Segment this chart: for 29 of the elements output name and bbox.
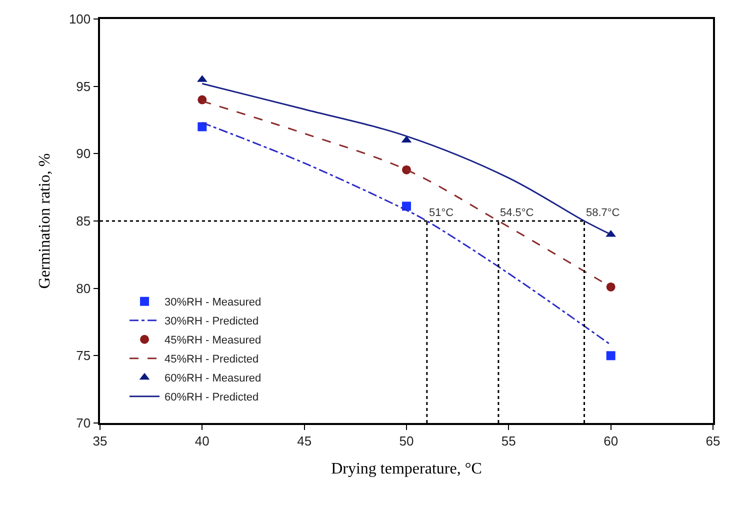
x-tick-label: 65: [706, 433, 720, 448]
ref-line-label: 51°C: [429, 207, 454, 219]
point: [606, 351, 616, 360]
y-tick-label: 75: [76, 348, 91, 364]
x-tick-label: 40: [194, 433, 210, 448]
x-tick-label: 55: [501, 433, 516, 448]
y-axis-title: Germination ratio, %: [36, 153, 54, 289]
x-tick-label: 35: [92, 433, 108, 448]
point: [402, 202, 411, 211]
legend-label: 45%RH - Measured: [164, 334, 262, 347]
y-tick-label: 100: [68, 12, 91, 27]
legend-label: 30%RH - Predicted: [164, 316, 259, 328]
ref-line-label: 54.5°C: [500, 207, 534, 219]
legend-label: 45%RH - Predicted: [164, 354, 259, 366]
ref-line-label: 58.7°C: [586, 207, 620, 219]
y-tick-label: 85: [76, 214, 91, 229]
point: [198, 122, 207, 132]
legend-label: 60%RH - Predicted: [164, 392, 259, 404]
x-tick-label: 60: [604, 433, 618, 448]
x-tick-label: 50: [399, 433, 414, 448]
legend-label: 60%RH - Measured: [164, 372, 262, 385]
legend-label: 30%RH - Measured: [164, 296, 262, 309]
y-tick-label: 95: [76, 78, 91, 94]
y-tick-label: 70: [76, 416, 91, 431]
x-axis-title: Drying temperature, °C: [331, 460, 482, 478]
x-tick-label: 45: [297, 433, 312, 448]
point: [606, 282, 616, 292]
y-tick-label: 90: [76, 146, 91, 162]
y-tick-label: 80: [76, 280, 91, 296]
